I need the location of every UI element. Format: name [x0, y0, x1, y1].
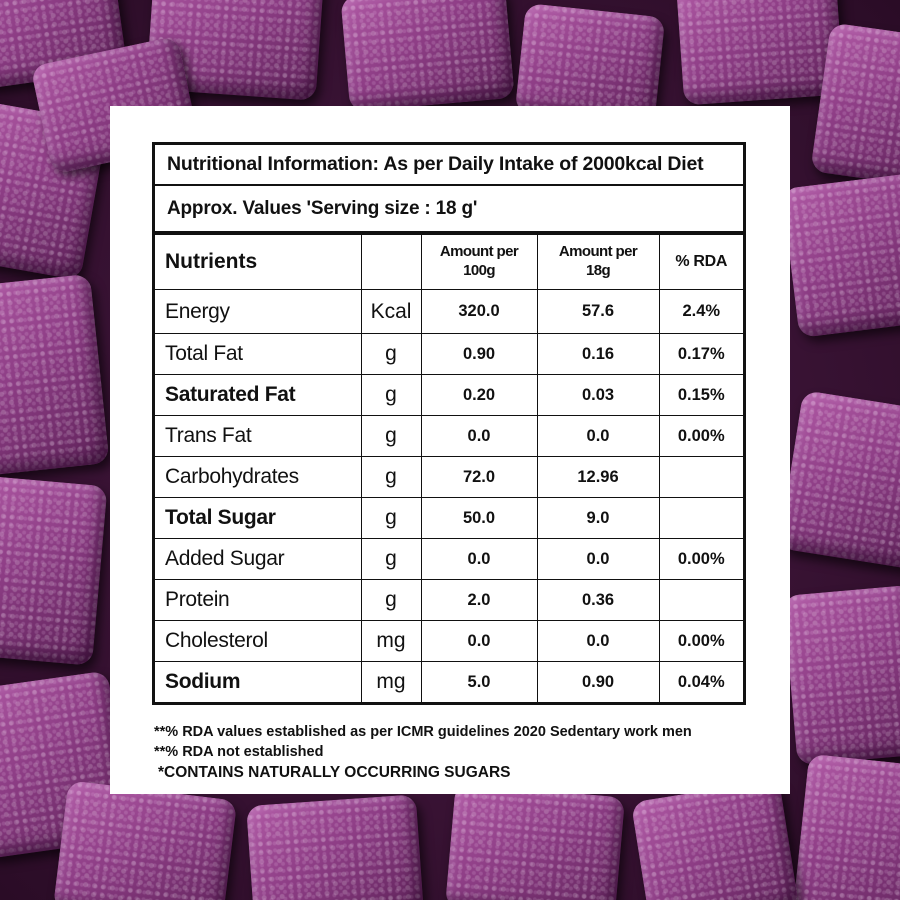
nutrient-name: Protein [155, 579, 362, 621]
amount-per-serving: 0.03 [536, 374, 660, 416]
amount-per-100g: 50.0 [420, 497, 538, 539]
nutrient-name: Total Sugar [155, 497, 362, 539]
amount-per-serving: 0.90 [536, 661, 660, 702]
footnote-icmr: **% RDA values established as per ICMR g… [154, 724, 692, 740]
amount-per-100g: 0.20 [420, 374, 538, 416]
nutrient-unit: g [360, 333, 422, 375]
nutrient-unit: g [360, 415, 422, 457]
per-100g-header-line1: Amount per [439, 243, 519, 261]
nutrient-name: Sodium [155, 661, 362, 702]
amount-per-100g: 0.0 [420, 620, 538, 662]
rda-percent: 0.00% [658, 415, 743, 457]
per-serving-header-line1: Amount per [558, 243, 638, 261]
nutrition-facts-table: Nutritional Information: As per Daily In… [152, 142, 746, 705]
nutrient-row: Saturated Fat g 0.20 0.03 0.15% [155, 374, 743, 416]
nutrient-name: Energy [155, 289, 362, 334]
rda-header: % RDA [658, 235, 743, 290]
nutrient-row: Energy Kcal 320.0 57.6 2.4% [155, 289, 743, 334]
amount-per-100g: 0.0 [420, 415, 538, 457]
nutrient-name: Trans Fat [155, 415, 362, 457]
nutrients-header: Nutrients [155, 235, 362, 290]
column-header-row: Nutrients Amount per 100g Amount per 18g… [155, 235, 743, 290]
amount-per-100g: 72.0 [420, 456, 538, 498]
nutrient-unit: g [360, 538, 422, 580]
nutrient-unit: mg [360, 661, 422, 702]
rda-percent: 0.00% [658, 620, 743, 662]
footnote-rda-not-established: **% RDA not established [154, 744, 324, 760]
nutrient-row: Total Fat g 0.90 0.16 0.17% [155, 333, 743, 375]
amount-per-100g: 5.0 [420, 661, 538, 702]
per-100g-header-line2: 100g [463, 262, 495, 279]
rda-percent [658, 579, 743, 621]
nutrient-unit: g [360, 497, 422, 539]
nutrient-name: Cholesterol [155, 620, 362, 662]
rda-percent: 0.15% [658, 374, 743, 416]
amount-per-serving: 57.6 [536, 289, 660, 334]
nutrient-row: Added Sugar g 0.0 0.0 0.00% [155, 538, 743, 580]
nutrient-unit: g [360, 579, 422, 621]
amount-per-serving: 12.96 [536, 456, 660, 498]
nutrient-row: Trans Fat g 0.0 0.0 0.00% [155, 415, 743, 457]
nutrient-row: Cholesterol mg 0.0 0.0 0.00% [155, 620, 743, 662]
table-title: Nutritional Information: As per Daily In… [155, 145, 743, 186]
amount-per-serving: 0.0 [536, 620, 660, 662]
nutrient-unit: Kcal [360, 289, 422, 334]
nutrient-row: Sodium mg 5.0 0.90 0.04% [155, 661, 743, 702]
per-serving-header: Amount per 18g [536, 235, 660, 290]
rda-percent [658, 456, 743, 498]
amount-per-100g: 320.0 [420, 289, 538, 334]
amount-per-100g: 0.90 [420, 333, 538, 375]
rda-percent: 0.00% [658, 538, 743, 580]
nutrient-unit: g [360, 374, 422, 416]
nutrient-unit: mg [360, 620, 422, 662]
nutrient-row: Protein g 2.0 0.36 [155, 579, 743, 621]
rda-percent: 0.04% [658, 661, 743, 702]
nutrient-name: Saturated Fat [155, 374, 362, 416]
nutrient-row: Total Sugar g 50.0 9.0 [155, 497, 743, 539]
amount-per-serving: 0.16 [536, 333, 660, 375]
nutrient-name: Added Sugar [155, 538, 362, 580]
amount-per-100g: 0.0 [420, 538, 538, 580]
nutrient-name: Total Fat [155, 333, 362, 375]
per-100g-header: Amount per 100g [420, 235, 538, 290]
nutrient-unit: g [360, 456, 422, 498]
unit-header [360, 235, 422, 290]
footnote-natural-sugars: *CONTAINS NATURALLY OCCURRING SUGARS [158, 764, 511, 781]
rda-percent [658, 497, 743, 539]
serving-size: Approx. Values 'Serving size : 18 g' [155, 186, 743, 235]
amount-per-serving: 0.0 [536, 538, 660, 580]
amount-per-serving: 0.0 [536, 415, 660, 457]
per-serving-header-line2: 18g [585, 262, 611, 279]
footnotes: **% RDA values established as per ICMR g… [154, 722, 764, 783]
nutrient-row: Carbohydrates g 72.0 12.96 [155, 456, 743, 498]
amount-per-serving: 0.36 [536, 579, 660, 621]
amount-per-serving: 9.0 [536, 497, 660, 539]
nutrient-name: Carbohydrates [155, 456, 362, 498]
rda-percent: 0.17% [658, 333, 743, 375]
nutrition-label-card: Nutritional Information: As per Daily In… [110, 106, 790, 794]
amount-per-100g: 2.0 [420, 579, 538, 621]
nutrient-grid: Nutrients Amount per 100g Amount per 18g… [155, 235, 743, 702]
rda-percent: 2.4% [658, 289, 743, 334]
